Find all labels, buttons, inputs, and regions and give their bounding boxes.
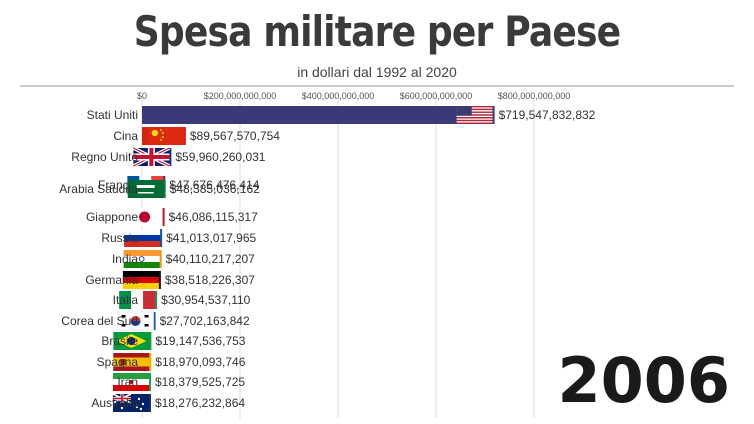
category-label: Italia: [113, 293, 139, 307]
bar-row: Giappone $46,086,115,317: [86, 208, 258, 226]
bar-row: Brasile $19,147,536,753: [101, 332, 246, 350]
value-label: $27,702,163,842: [160, 314, 250, 328]
south-korea-flag-icon: [117, 311, 154, 331]
australia-flag-icon: [112, 393, 149, 412]
russia-flag-icon: [124, 229, 161, 247]
category-label: Spagna: [97, 355, 139, 369]
value-label: $38,518,226,307: [165, 273, 255, 287]
bar-row: Spagna $18,970,093,746: [97, 353, 246, 371]
x-tick-label: $800,000,000,000: [498, 91, 571, 101]
x-tick-label: $400,000,000,000: [302, 91, 375, 101]
category-label: Brasile: [101, 334, 138, 348]
value-label: $48,385,036,162: [170, 182, 260, 196]
bar-row: India $40,110,217,207: [112, 250, 255, 268]
value-label: $47,676,476,414: [169, 178, 259, 192]
chart-subtitle: in dollari dal 1992 al 2020: [297, 64, 457, 80]
value-label: $18,379,525,725: [155, 375, 245, 389]
x-tick-label: $600,000,000,000: [400, 91, 473, 101]
x-tick-label: $200,000,000,000: [204, 91, 277, 101]
x-tick-label: $0: [137, 91, 147, 101]
value-label: $41,013,017,965: [166, 231, 256, 245]
bar-row: Iran $18,379,525,725: [113, 373, 245, 391]
category-label: Stati Uniti: [87, 108, 138, 122]
bar-row: Regno Unito $59,960,260,031: [71, 146, 266, 168]
brazil-flag-icon: [113, 332, 150, 350]
germany-flag-icon: [122, 271, 159, 289]
iran-flag-icon: [113, 373, 150, 391]
bar-row: Arabia Saudita $48,385,036,162: [59, 180, 260, 198]
bar-row: Italia $30,954,537,110: [113, 291, 251, 309]
spain-flag-icon: [113, 353, 150, 371]
value-label: $59,960,260,031: [175, 150, 265, 164]
saudi-arabia-flag-icon: [127, 180, 164, 198]
bar-row: Russia $41,013,017,965: [101, 229, 257, 247]
value-label: $46,086,115,317: [169, 210, 259, 224]
italy-flag-icon: [119, 291, 156, 309]
year-label: 2006: [557, 344, 730, 417]
uk-flag-icon: [132, 146, 171, 168]
category-label: Iran: [117, 375, 138, 389]
category-label: Russia: [101, 231, 138, 245]
category-label: Corea del Sud: [61, 314, 138, 328]
bar-row: Stati Uniti $719,547,832,832: [87, 106, 596, 124]
bar: [142, 106, 495, 124]
value-label: $30,954,537,110: [161, 293, 251, 307]
category-label: Cina: [113, 129, 138, 143]
category-label: Giappone: [86, 210, 138, 224]
value-label: $89,567,570,754: [190, 129, 280, 143]
value-label: $18,276,232,864: [155, 396, 245, 410]
category-label: Germania: [85, 273, 138, 287]
category-label: India: [112, 252, 138, 266]
bar-row: Corea del Sud $27,702,163,842: [61, 311, 250, 331]
usa-flag-icon: [456, 106, 493, 124]
bar-row: Cina $89,567,570,754: [113, 127, 280, 145]
india-flag-icon: [123, 250, 160, 268]
category-label: Australia: [91, 396, 138, 410]
category-label: Regno Unito: [71, 150, 138, 164]
value-label: $19,147,536,753: [155, 334, 245, 348]
category-label: Arabia Saudita: [59, 182, 138, 196]
value-label: $719,547,832,832: [499, 108, 596, 122]
bar-row: Australia $18,276,232,864: [91, 393, 245, 412]
japan-flag-icon: [126, 208, 163, 226]
value-label: $18,970,093,746: [155, 355, 245, 369]
china-flag-icon: [147, 127, 184, 145]
bar-row: Germania $38,518,226,307: [85, 271, 255, 289]
chart-title: Spesa militare per Paese: [133, 7, 621, 56]
value-label: $40,110,217,207: [166, 252, 256, 266]
